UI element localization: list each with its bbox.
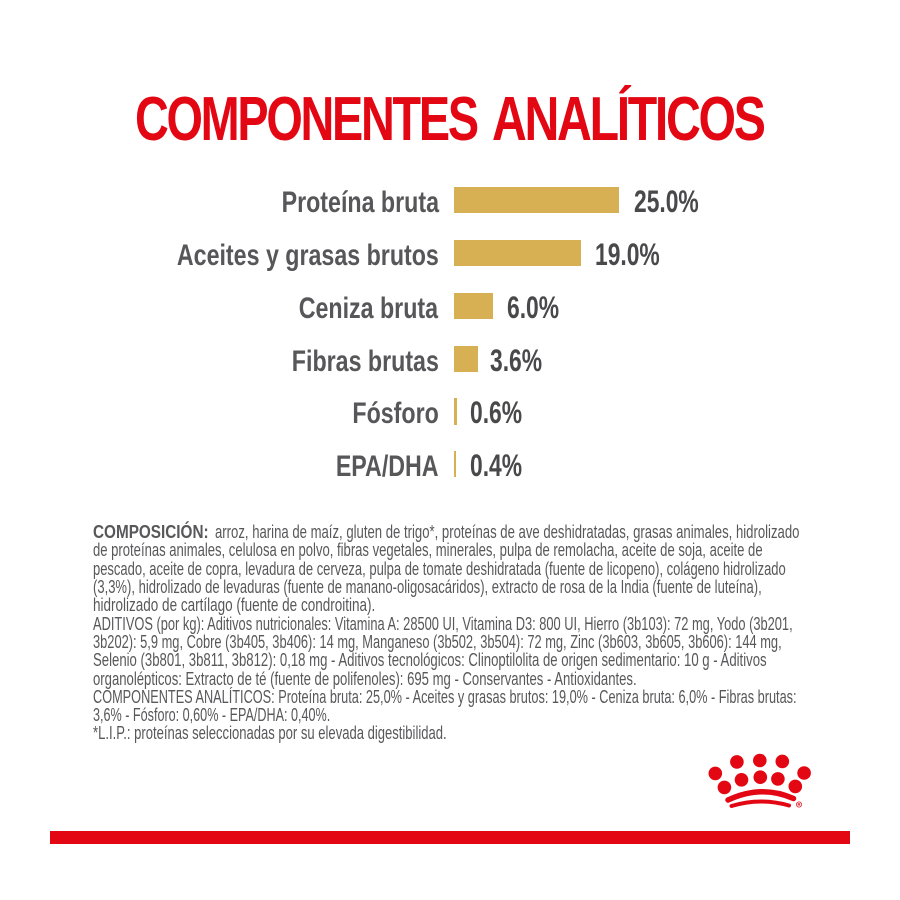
svg-text:R: R xyxy=(797,802,800,807)
